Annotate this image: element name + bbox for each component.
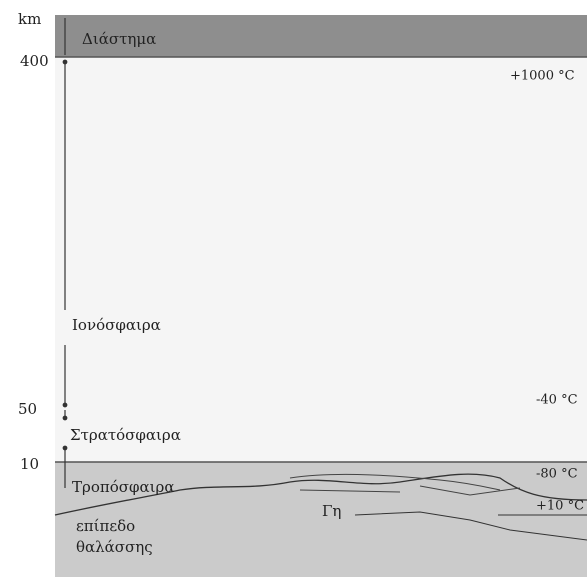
temperature-label: +10 °C [536, 499, 584, 514]
axis-unit: km [18, 10, 41, 28]
sea-level-label: θαλάσσης [76, 538, 153, 556]
sea-level-label: επίπεδο [76, 517, 135, 535]
earth-label: Γη [322, 502, 341, 520]
layer-label: Ιονόσφαιρα [72, 316, 161, 334]
atmosphere-diagram: km 400 50 10 Διάστημα Ιονόσφαιρα Στρατόσ… [0, 0, 587, 577]
axis-tick: 10 [20, 455, 39, 473]
axis-tick: 50 [18, 400, 37, 418]
layer-label: Στρατόσφαιρα [70, 426, 181, 444]
temperature-label: -40 °C [536, 393, 578, 408]
layer-label: Διάστημα [82, 30, 156, 48]
axis-tick: 400 [20, 52, 49, 70]
temperature-label: -80 °C [536, 467, 578, 482]
temperature-label: +1000 °C [510, 69, 575, 84]
upper-atmosphere-band [55, 57, 587, 462]
layer-label: Τροπόσφαιρα [72, 478, 174, 496]
